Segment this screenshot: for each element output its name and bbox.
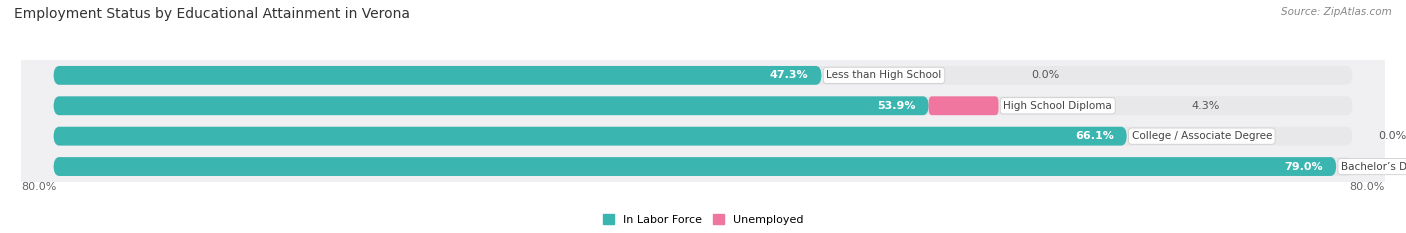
FancyBboxPatch shape [53,127,1353,146]
Bar [21,151,1385,182]
Bar [21,91,1385,121]
Bar [21,121,1385,151]
FancyBboxPatch shape [53,157,1353,176]
FancyBboxPatch shape [53,157,1336,176]
Text: 0.0%: 0.0% [1379,131,1406,141]
Text: High School Diploma: High School Diploma [1004,101,1112,111]
FancyBboxPatch shape [53,127,1126,146]
Text: 80.0%: 80.0% [1350,182,1385,192]
FancyBboxPatch shape [53,66,1353,85]
Text: 66.1%: 66.1% [1076,131,1114,141]
Text: 4.3%: 4.3% [1191,101,1220,111]
Text: 0.0%: 0.0% [1031,70,1060,80]
Text: Less than High School: Less than High School [827,70,942,80]
FancyBboxPatch shape [929,96,998,115]
Bar [21,60,1385,91]
Text: 47.3%: 47.3% [770,70,808,80]
FancyBboxPatch shape [53,96,929,115]
Text: Source: ZipAtlas.com: Source: ZipAtlas.com [1281,7,1392,17]
Text: Employment Status by Educational Attainment in Verona: Employment Status by Educational Attainm… [14,7,411,21]
Text: 53.9%: 53.9% [877,101,915,111]
FancyBboxPatch shape [53,96,1353,115]
Legend: In Labor Force, Unemployed: In Labor Force, Unemployed [598,210,808,229]
Text: 80.0%: 80.0% [21,182,56,192]
Text: 79.0%: 79.0% [1285,161,1323,171]
Text: College / Associate Degree: College / Associate Degree [1132,131,1272,141]
Text: Bachelor’s Degree or higher: Bachelor’s Degree or higher [1341,161,1406,171]
FancyBboxPatch shape [53,66,821,85]
